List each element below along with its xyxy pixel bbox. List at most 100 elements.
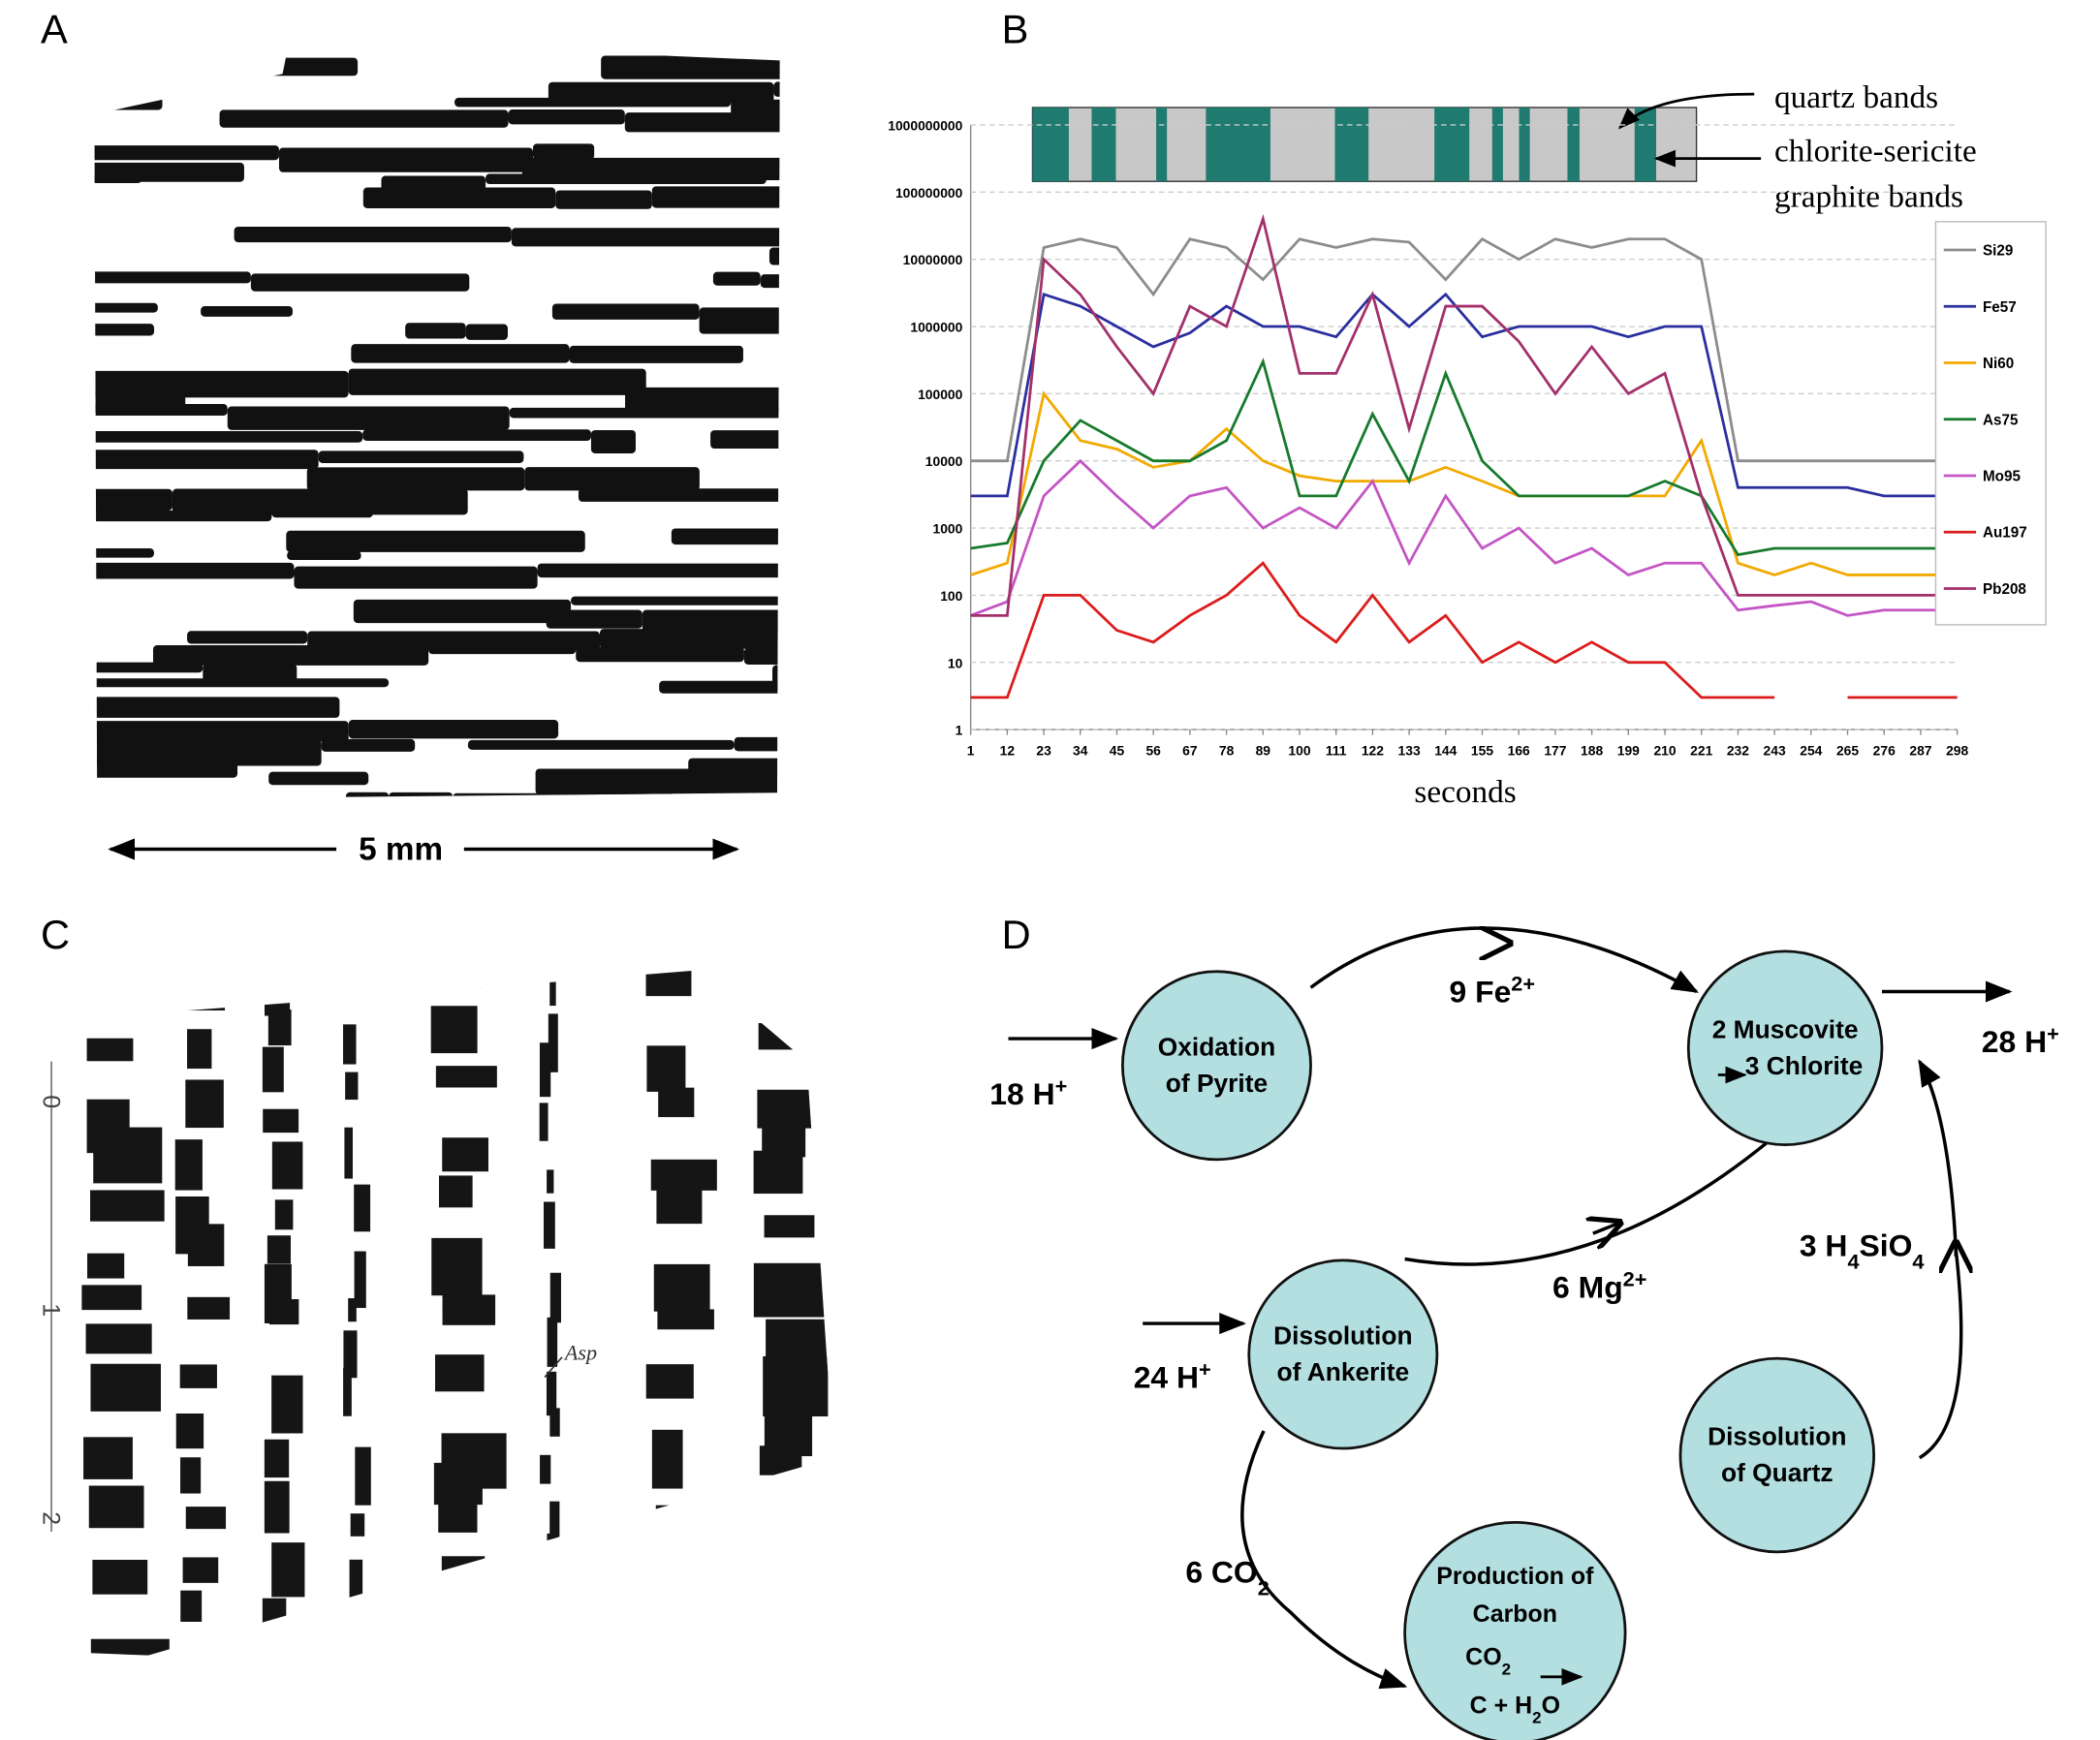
photo-texture [362, 429, 591, 441]
series-line [970, 357, 1958, 557]
photo-texture [710, 430, 780, 450]
photo-texture [262, 1046, 284, 1093]
photo-texture [152, 645, 429, 666]
photo-texture [180, 1590, 203, 1622]
band [1491, 107, 1503, 182]
photo-texture [389, 792, 454, 800]
photo-texture [651, 1429, 683, 1489]
photo-texture [753, 1150, 803, 1195]
photo-texture [93, 1127, 163, 1184]
text-part: of Pyrite [1166, 1069, 1268, 1098]
band [1519, 107, 1530, 182]
photo-texture [227, 406, 510, 430]
node-label: Carbon [1473, 1600, 1557, 1628]
photo-texture [671, 528, 780, 545]
photo-texture [467, 739, 735, 750]
photo-texture [321, 738, 416, 752]
text-part: 2 [1502, 1660, 1511, 1678]
photo-texture [524, 467, 700, 491]
y-tick-label: 100000 [918, 387, 963, 402]
photo-texture [92, 1559, 148, 1595]
photo-texture [350, 1513, 365, 1537]
photo-texture [658, 1624, 714, 1656]
photo-texture [753, 1262, 834, 1318]
scale-label: 5 mm [359, 832, 443, 868]
photo-texture [659, 680, 780, 694]
photo-texture [625, 387, 780, 413]
photo-texture [762, 970, 834, 992]
photo-texture [81, 807, 360, 818]
y-tick-label: 1000000 [910, 320, 962, 335]
photo-texture [654, 1561, 715, 1595]
photo-texture [657, 1309, 714, 1330]
photo-texture [264, 1480, 290, 1534]
node-label: 3 Chlorite [1745, 1051, 1864, 1080]
photo-texture [187, 1029, 212, 1070]
photo-texture [539, 1103, 549, 1141]
x-tick-label: 265 [1836, 742, 1859, 758]
photo-texture [90, 1190, 165, 1222]
photo-texture [187, 1224, 225, 1266]
photo-texture [174, 1139, 203, 1191]
photo-texture [539, 1042, 551, 1098]
text-part: Dissolution [1273, 1321, 1412, 1351]
photo-texture [94, 404, 228, 417]
photo-texture [94, 488, 172, 512]
photo-texture [264, 1439, 290, 1478]
photo-texture [234, 227, 512, 243]
band-strip [1031, 107, 1698, 182]
x-tick-label: 100 [1288, 742, 1310, 758]
photo-texture [343, 1368, 352, 1416]
text-part: 2+ [1623, 1266, 1647, 1290]
photo-texture [443, 970, 482, 988]
photo-texture [94, 547, 154, 558]
x-tick-label: 210 [1653, 742, 1676, 758]
photo-texture [772, 665, 780, 691]
x-tick-label: 23 [1036, 742, 1051, 758]
x-tick-label: 177 [1544, 742, 1566, 758]
series-line [970, 458, 1958, 617]
text-part: 3 Chlorite [1745, 1051, 1864, 1080]
node-label: of Ankerite [1277, 1357, 1410, 1386]
photo-texture [177, 1653, 222, 1656]
photo-texture [547, 1533, 558, 1554]
x-tick-label: 122 [1362, 742, 1384, 758]
photo-c [80, 970, 834, 1685]
x-tick-label: 243 [1764, 742, 1786, 758]
photo-texture [355, 1663, 362, 1685]
photo-texture [548, 1013, 558, 1072]
photo-texture [94, 450, 319, 470]
x-tick-label: 56 [1145, 742, 1161, 758]
x-tick-label: 166 [1508, 742, 1530, 758]
text-part: Dissolution [1708, 1422, 1846, 1451]
text-part: of Quartz [1721, 1458, 1834, 1487]
text-part: 18 H [989, 1076, 1054, 1111]
photo-texture [354, 1184, 371, 1232]
band-annotation: chlorite-sericite [1774, 133, 1977, 169]
text-part: 6 CO [1185, 1555, 1257, 1590]
photo-texture [453, 792, 675, 800]
photo-texture [465, 324, 508, 340]
photo-annotation: Asp [563, 1341, 597, 1365]
photo-texture [318, 451, 524, 464]
band [1156, 107, 1168, 182]
photo-texture [674, 807, 742, 819]
photo-texture [94, 511, 272, 522]
photo-texture [578, 488, 780, 502]
edge-label: 18 H+ [989, 1073, 1067, 1111]
photo-texture [651, 186, 780, 208]
band-annotation: quartz bands [1774, 79, 1938, 115]
band [1434, 107, 1470, 182]
series-line [970, 390, 1958, 576]
photo-texture [646, 1045, 686, 1092]
legend-label: Pb208 [1983, 581, 2026, 598]
photo-texture [760, 274, 780, 289]
photo-texture [362, 187, 556, 208]
x-tick-label: 89 [1256, 742, 1271, 758]
photo-texture [435, 1354, 485, 1392]
y-tick-label: 10000000 [903, 252, 963, 267]
photo-texture [549, 970, 556, 1007]
x-tick-label: 133 [1398, 742, 1421, 758]
text-part: of Ankerite [1277, 1357, 1410, 1386]
photo-texture [185, 1507, 227, 1530]
